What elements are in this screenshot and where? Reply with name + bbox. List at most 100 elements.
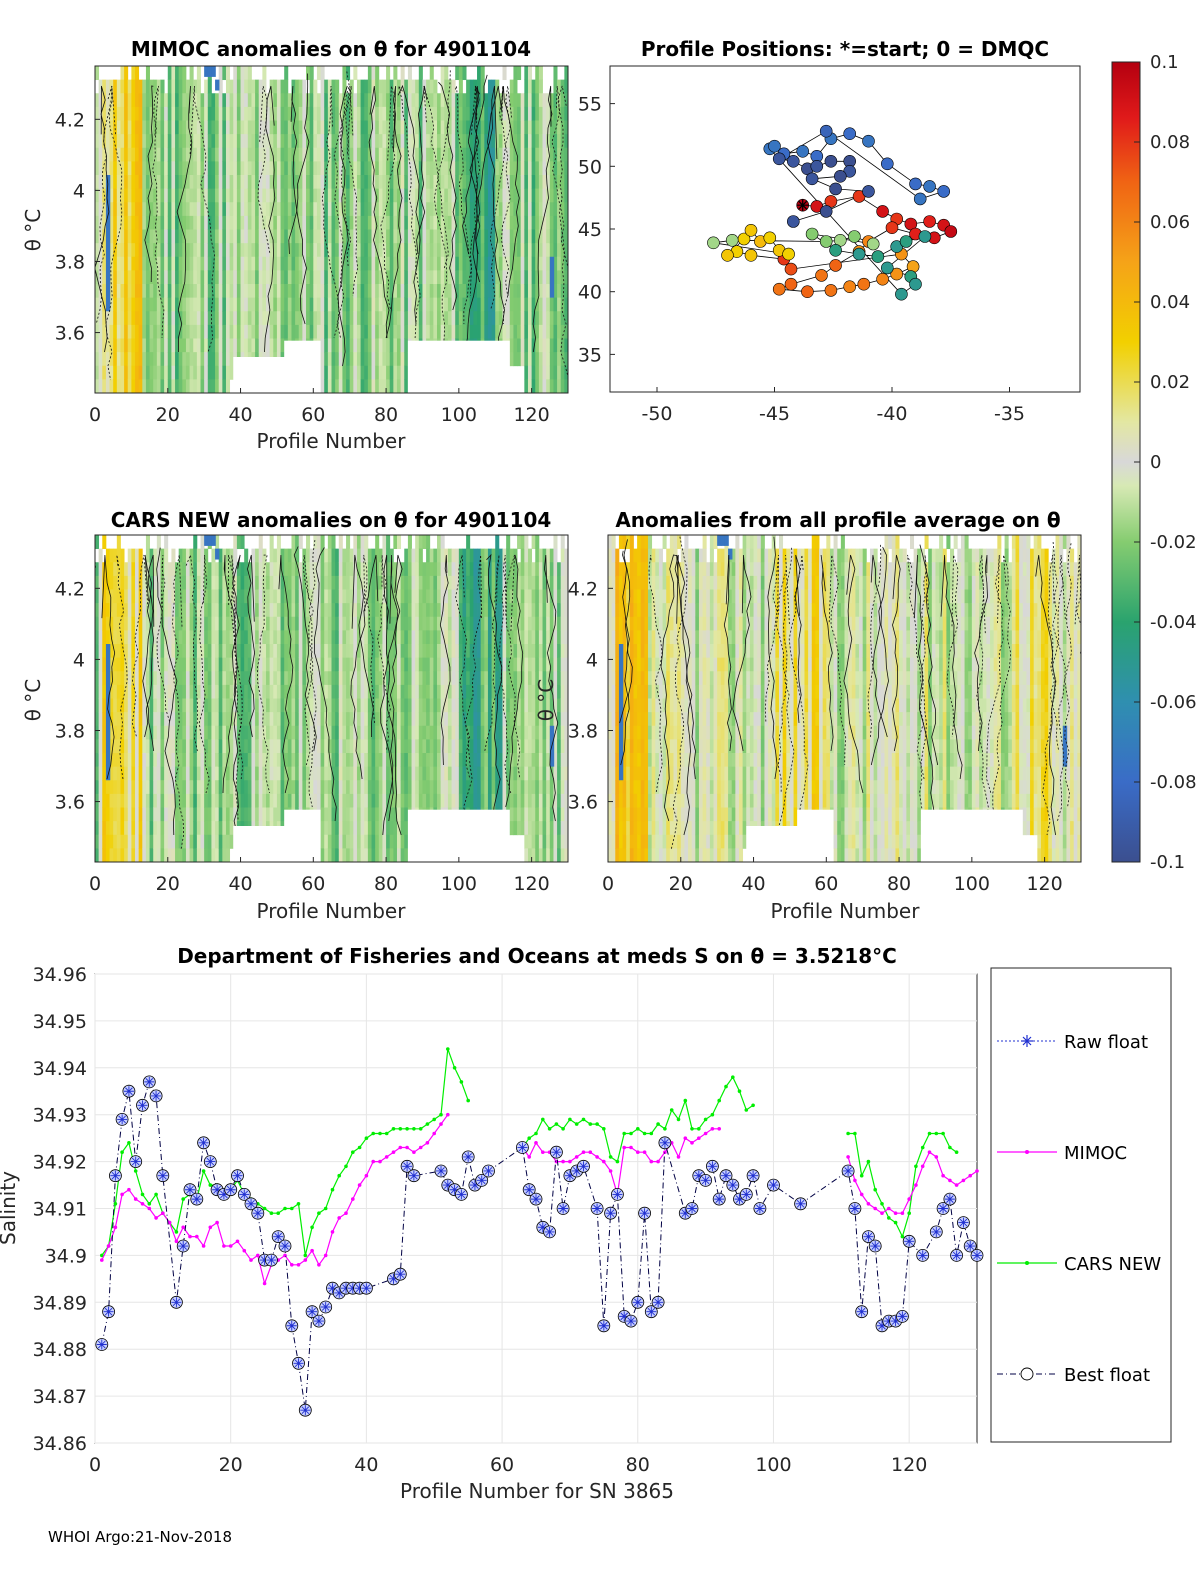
heatmap-cell xyxy=(524,202,529,217)
heatmap-cell xyxy=(324,657,329,672)
heatmap-cell xyxy=(295,270,300,285)
heatmap-cell xyxy=(215,807,220,822)
heatmap-cell xyxy=(233,739,238,754)
heatmap-cell xyxy=(189,671,194,686)
heatmap-cell xyxy=(309,739,314,754)
heatmap-cell xyxy=(178,256,183,271)
heatmap-cell xyxy=(462,106,467,121)
heatmap-cell xyxy=(513,93,518,108)
heatmap-cell xyxy=(247,161,252,176)
heatmap-cell xyxy=(171,379,176,393)
heatmap-cell xyxy=(331,243,336,258)
heatmap-cell xyxy=(356,603,362,618)
heatmap-cell xyxy=(458,311,463,326)
heatmap-cell xyxy=(411,215,416,230)
heatmap-cell xyxy=(182,134,187,149)
heatmap-cell xyxy=(167,753,172,768)
heatmap-cell xyxy=(313,793,318,808)
heatmap-cell xyxy=(327,575,332,590)
heatmap-cell xyxy=(295,229,300,244)
heatmap-cell xyxy=(324,562,329,577)
heatmap-cell xyxy=(320,243,325,258)
heatmap-cell xyxy=(247,562,252,577)
heatmap-cell xyxy=(360,603,365,618)
heatmap-cell xyxy=(196,134,201,149)
heatmap-cell xyxy=(276,616,281,631)
heatmap-cell xyxy=(269,535,274,550)
heatmap-cell xyxy=(426,215,431,230)
heatmap-cell xyxy=(120,161,125,176)
heatmap-cell xyxy=(506,93,511,108)
heatmap-cell xyxy=(477,134,482,149)
heatmap-cell xyxy=(229,780,234,795)
heatmap-cell xyxy=(364,352,369,367)
heatmap-cell xyxy=(171,780,176,795)
heatmap-cell xyxy=(520,338,525,353)
heatmap-cell xyxy=(484,215,489,230)
heatmap-cell xyxy=(429,202,434,217)
heatmap-cell xyxy=(131,575,136,590)
heatmap-cell xyxy=(353,644,358,659)
heatmap-cell xyxy=(462,243,467,258)
heatmap-cell xyxy=(480,106,485,121)
heatmap-cell xyxy=(204,807,209,822)
heatmap-cell xyxy=(520,243,525,258)
heatmap-cell xyxy=(527,161,533,176)
y-tick-label: 35 xyxy=(578,344,602,366)
heatmap-cell xyxy=(327,712,332,727)
heatmap-cell xyxy=(549,311,554,326)
heatmap-cell xyxy=(98,780,103,795)
heatmap-cell xyxy=(335,365,340,380)
heatmap-cell xyxy=(393,175,398,190)
heatmap-cell xyxy=(229,324,234,339)
heatmap-cell xyxy=(153,243,158,258)
heatmap-cell xyxy=(236,671,241,686)
heatmap-cell xyxy=(404,188,409,203)
heatmap-cell xyxy=(415,93,420,108)
heatmap-cell xyxy=(251,93,256,108)
heatmap-cell xyxy=(502,324,507,339)
heatmap-cell xyxy=(204,256,209,271)
heatmap-cell xyxy=(349,256,354,271)
heatmap-cell xyxy=(535,379,540,393)
heatmap-cell xyxy=(171,215,176,230)
heatmap-cell xyxy=(178,603,183,618)
heatmap-cell xyxy=(266,243,271,258)
heatmap-cell xyxy=(509,120,514,135)
heatmap-cell xyxy=(378,270,383,285)
heatmap-cell xyxy=(371,134,376,149)
position-marker xyxy=(819,235,833,248)
heatmap-cell xyxy=(331,161,336,176)
heatmap-cell xyxy=(313,147,318,162)
heatmap-cell xyxy=(451,270,456,285)
heatmap-cell xyxy=(346,821,351,836)
heatmap-cell xyxy=(149,725,154,740)
heatmap-cell xyxy=(131,821,136,836)
heatmap-cell xyxy=(178,766,183,781)
contour-line xyxy=(532,85,553,353)
heatmap-cell xyxy=(98,297,103,312)
heatmap-cell xyxy=(244,147,249,162)
heatmap-cell xyxy=(233,630,238,645)
heatmap-cell xyxy=(462,324,467,339)
heatmap-cell xyxy=(236,134,241,149)
heatmap-cell xyxy=(411,134,416,149)
position-marker xyxy=(819,205,833,218)
heatmap-cell xyxy=(236,684,241,699)
heatmap-cell xyxy=(102,848,107,862)
heatmap-cell xyxy=(404,284,409,299)
heatmap-cell xyxy=(349,229,354,244)
heatmap-cell xyxy=(382,753,387,768)
heatmap-cell xyxy=(564,106,568,121)
heatmap-cell xyxy=(207,106,212,121)
heatmap-cell xyxy=(404,379,409,393)
heatmap-cell xyxy=(135,379,140,393)
heatmap-cell xyxy=(218,147,223,162)
heatmap-cell xyxy=(102,575,107,590)
heatmap-cell xyxy=(189,175,194,190)
heatmap-cell xyxy=(240,535,245,550)
heatmap-cell xyxy=(356,725,362,740)
heatmap-cell xyxy=(349,175,354,190)
heatmap-cell xyxy=(153,725,158,740)
heatmap-cell xyxy=(138,270,143,285)
